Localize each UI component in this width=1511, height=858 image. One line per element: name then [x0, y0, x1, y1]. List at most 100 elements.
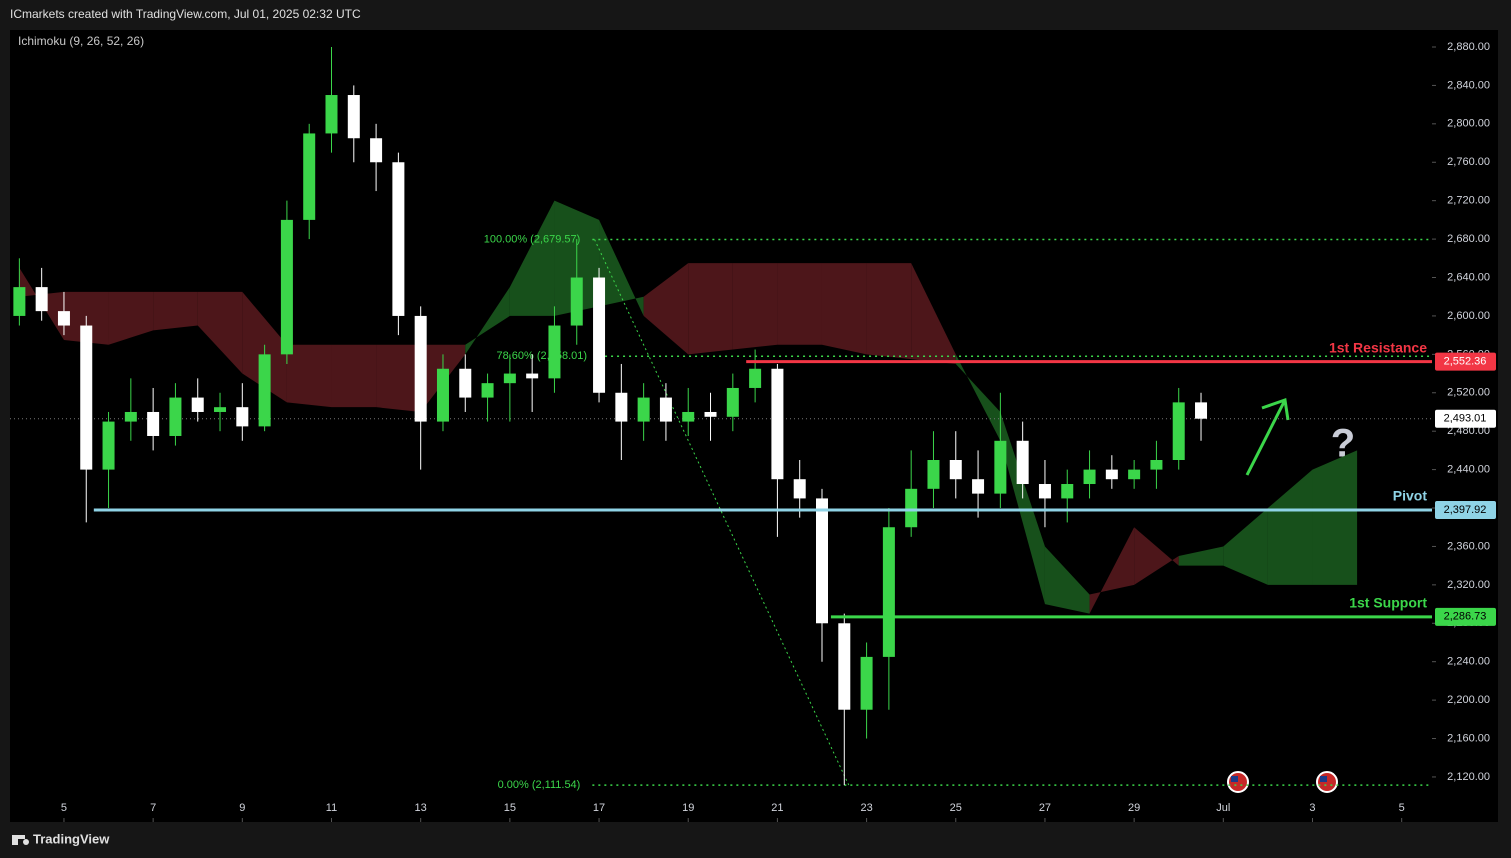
- candle-body: [35, 287, 48, 312]
- x-tick-label: 17: [593, 802, 605, 814]
- fib-label: 78.60% (2,558.01): [497, 350, 588, 362]
- candle-body: [771, 368, 784, 480]
- y-tick-label: 2,480.00: [1447, 425, 1490, 437]
- level-price-label: 2,552.36: [1444, 356, 1487, 368]
- candle-body: [13, 287, 26, 316]
- candle-body: [436, 368, 449, 422]
- y-tick-label: 2,160.00: [1447, 732, 1490, 744]
- y-tick-label: 2,800.00: [1447, 118, 1490, 130]
- x-tick-label: 25: [950, 802, 962, 814]
- candle-body: [1195, 402, 1208, 419]
- candle-body: [726, 387, 739, 417]
- candle-body: [169, 397, 182, 436]
- ichimoku-cloud: [19, 200, 1358, 614]
- cloud-segment: [465, 287, 510, 355]
- cloud-segment: [1000, 411, 1045, 605]
- candles: [13, 47, 1208, 786]
- fib-trend-line: [594, 239, 850, 786]
- y-tick-label: 2,880.00: [1447, 41, 1490, 53]
- cloud-segment: [376, 344, 421, 412]
- cloud-segment: [866, 263, 912, 360]
- y-tick-label: 2,320.00: [1447, 579, 1490, 591]
- y-tick-label: 2,200.00: [1447, 694, 1490, 706]
- candle-body: [1038, 484, 1051, 499]
- candle-body: [102, 421, 115, 470]
- candle-body: [882, 527, 895, 657]
- current-price-box: [1435, 409, 1496, 428]
- cloud-segment: [286, 344, 332, 408]
- x-tick-label: 9: [239, 802, 245, 814]
- candle-body: [1172, 402, 1185, 461]
- x-tick-label: 11: [326, 802, 337, 814]
- candle-body: [503, 373, 516, 384]
- plot-area: [10, 30, 1498, 822]
- y-tick-label: 2,120.00: [1447, 771, 1490, 783]
- cloud-segment: [1178, 546, 1224, 566]
- fib-label: 0.00% (2,111.54): [498, 779, 581, 791]
- level-price-label: 2,286.73: [1444, 611, 1487, 623]
- level-price-box: [1435, 501, 1496, 520]
- level-label: 1st Support: [1349, 595, 1427, 611]
- candle-body: [659, 397, 672, 422]
- candle-body: [570, 277, 583, 326]
- level-label: 1st Resistance: [1329, 339, 1427, 355]
- y-tick-label: 2,640.00: [1447, 271, 1490, 283]
- arrow: [1245, 397, 1290, 476]
- cloud-segment: [821, 263, 867, 355]
- x-tick-label: 3: [1309, 802, 1315, 814]
- candle-body: [303, 133, 316, 220]
- cloud-segment: [331, 344, 377, 408]
- candle-body: [749, 368, 762, 388]
- candle-body: [994, 440, 1007, 494]
- cloud-segment: [911, 263, 956, 364]
- brand: TradingView: [33, 831, 110, 846]
- candle-body: [815, 498, 828, 624]
- cloud-segment: [688, 263, 733, 355]
- candle-body: [860, 656, 873, 710]
- candle-body: [1150, 460, 1163, 470]
- y-tick-label: 2,360.00: [1447, 540, 1490, 552]
- cloud-segment: [1312, 450, 1358, 585]
- y-tick-label: 2,240.00: [1447, 656, 1490, 668]
- x-tick-label: 27: [1039, 802, 1051, 814]
- cloud-segment: [599, 219, 644, 316]
- x-tick-label: 13: [415, 802, 427, 814]
- candle-body: [905, 488, 918, 528]
- level-price-label: 2,397.92: [1444, 504, 1487, 516]
- candle-body: [1128, 469, 1141, 480]
- current-price-label: 2,493.01: [1444, 413, 1487, 425]
- fib-retracement: 100.00% (2,679.57) 78.60% (2,558.01) 0.00%…: [484, 233, 1432, 791]
- candle-body: [1105, 469, 1118, 480]
- y-tick-label: 2,680.00: [1447, 233, 1490, 245]
- brand-logo: [12, 835, 29, 845]
- x-tick-label: 5: [61, 802, 67, 814]
- y-tick-label: 2,840.00: [1447, 79, 1490, 91]
- cloud-segment: [732, 263, 778, 350]
- candle-body: [526, 373, 539, 379]
- candle-body: [214, 407, 227, 412]
- x-tick-label: 7: [150, 802, 156, 814]
- candle-body: [949, 460, 962, 480]
- level-price-box: [1435, 352, 1496, 371]
- candle-body: [1083, 469, 1096, 485]
- candle-body: [1061, 484, 1074, 499]
- candle-body: [972, 479, 985, 494]
- candle-body: [414, 315, 427, 422]
- candle-body: [637, 397, 650, 422]
- y-tick-label: 2,440.00: [1447, 464, 1490, 476]
- header-title: ICmarkets created with TradingView.com, …: [10, 7, 361, 21]
- cloud-segment: [108, 291, 154, 345]
- x-tick-label: 23: [860, 802, 872, 814]
- candle-body: [370, 138, 383, 163]
- candle-body: [280, 219, 293, 355]
- x-tick-label: 21: [771, 802, 783, 814]
- cloud-segment: [509, 200, 555, 316]
- cloud-segment: [1044, 546, 1090, 614]
- candle-body: [682, 411, 695, 422]
- candle-body: [258, 354, 271, 427]
- candle-body: [593, 277, 606, 393]
- candle-body: [124, 411, 137, 422]
- candle-body: [1016, 440, 1029, 485]
- candle-body: [459, 368, 472, 398]
